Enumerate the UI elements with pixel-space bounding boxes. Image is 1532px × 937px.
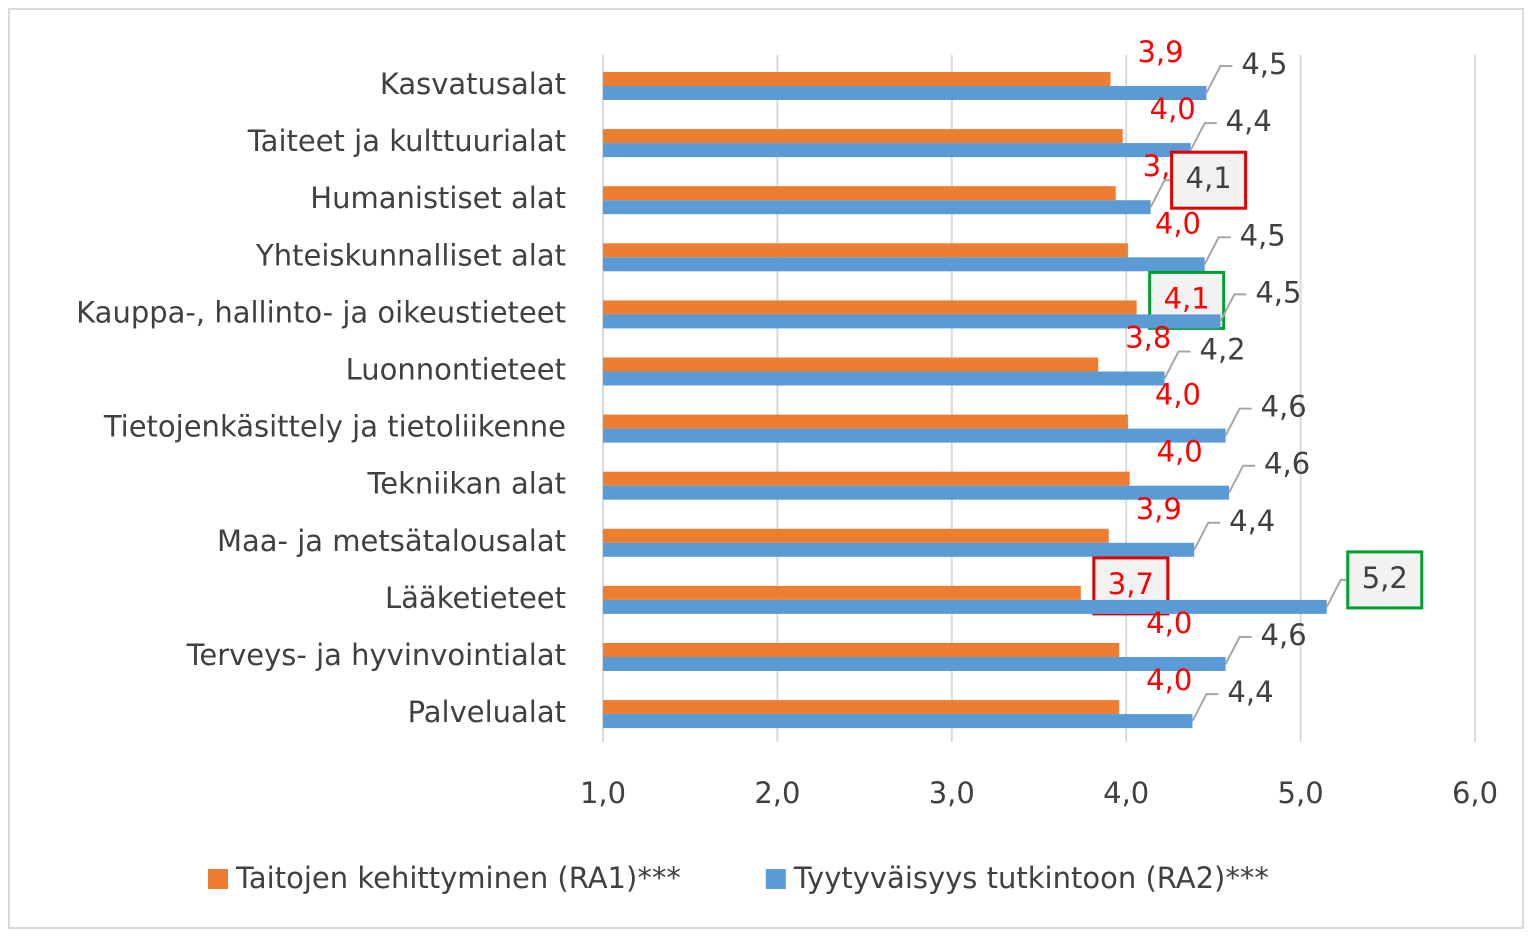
- bar: [603, 542, 1195, 557]
- data-label: 4,5: [1240, 218, 1286, 252]
- x-tick-label: 6,0: [1452, 776, 1498, 810]
- highlight-box: [1346, 550, 1424, 610]
- legend-swatch: [765, 869, 786, 889]
- y-tick-label: Humanistiset alat: [310, 181, 566, 215]
- leader-line: [1163, 350, 1191, 379]
- data-label: 4,1: [1186, 161, 1232, 195]
- bar: [603, 599, 1327, 614]
- y-tick-label: Tietojenkäsittely ja tietoliikenne: [103, 410, 566, 444]
- y-tick-label: Kasvatusalat: [380, 67, 566, 101]
- legend-swatch: [208, 869, 228, 889]
- data-label: 4,1: [1164, 281, 1210, 315]
- y-tick-label: Yhteiskunnalliset alat: [255, 238, 566, 272]
- data-label: 3,8: [1125, 321, 1171, 355]
- bar: [603, 371, 1165, 386]
- data-label: 3,9: [1137, 35, 1183, 69]
- data-label: 4,6: [1261, 618, 1307, 652]
- bar: [603, 72, 1111, 86]
- legend-label: Tyytyväisyys tutkintoon (RA2)***: [793, 861, 1269, 895]
- data-label: 3,9: [1136, 492, 1182, 526]
- bar: [603, 485, 1230, 500]
- bar: [603, 528, 1109, 543]
- bar: [603, 86, 1207, 100]
- data-label: 4,0: [1146, 663, 1192, 697]
- data-label: 4,0: [1155, 206, 1201, 240]
- bar: [603, 643, 1120, 657]
- leader-line: [1193, 521, 1221, 551]
- leader-line: [1228, 464, 1256, 494]
- y-tick-label: Tekniikan alat: [366, 467, 566, 501]
- y-tick-label: Maa- ja metsätalousalat: [217, 524, 566, 558]
- bar: [603, 200, 1151, 215]
- y-tick-label: Taiteet ja kulttuurialat: [247, 124, 566, 158]
- y-tick-label: Lääketieteet: [385, 581, 566, 615]
- bar: [603, 129, 1123, 144]
- leader-line: [1205, 65, 1233, 94]
- bar: [603, 700, 1120, 715]
- data-label: 4,0: [1146, 606, 1192, 640]
- y-tick-label: Luonnontieteet: [346, 353, 566, 387]
- leader-line: [1224, 636, 1252, 665]
- bar: [603, 186, 1116, 201]
- data-label: 4,4: [1229, 504, 1275, 538]
- bar: [603, 257, 1205, 272]
- legend-label: Taitojen kehittyminen (RA1)***: [235, 861, 681, 895]
- data-label: 4,6: [1261, 390, 1307, 424]
- x-tick-label: 2,0: [754, 776, 800, 810]
- data-label: 4,0: [1155, 378, 1201, 412]
- leader-line: [1203, 236, 1231, 265]
- bar: [603, 414, 1128, 429]
- data-label: 4,0: [1157, 435, 1203, 469]
- data-label: 5,2: [1362, 561, 1408, 595]
- data-label: 4,0: [1150, 92, 1196, 126]
- bar: [603, 314, 1221, 329]
- bar: [603, 471, 1130, 486]
- highlight-box: [1170, 150, 1248, 210]
- y-tick-label: Terveys- ja hyvinvointialat: [186, 638, 566, 672]
- bar: [603, 428, 1226, 443]
- x-tick-label: 5,0: [1278, 776, 1324, 810]
- data-label: 4,4: [1226, 104, 1272, 138]
- bar: [603, 300, 1137, 315]
- bar: [603, 143, 1191, 158]
- x-tick-label: 1,0: [580, 776, 626, 810]
- data-label: 4,4: [1227, 675, 1273, 709]
- bar: [603, 357, 1099, 372]
- y-tick-label: Kauppa-, hallinto- ja oikeustieteet: [76, 295, 566, 329]
- bar: [603, 585, 1081, 600]
- leader-line: [1219, 293, 1247, 322]
- data-label: 4,6: [1264, 447, 1310, 481]
- bar: [603, 243, 1128, 258]
- data-label: 4,5: [1255, 275, 1301, 309]
- data-label: 4,5: [1241, 47, 1287, 81]
- leader-line: [1191, 693, 1219, 722]
- x-tick-label: 4,0: [1103, 776, 1149, 810]
- bar: [603, 657, 1226, 671]
- bar: [603, 714, 1193, 729]
- y-tick-label: Palvelualat: [408, 695, 566, 729]
- x-tick-label: 3,0: [929, 776, 975, 810]
- leader-line: [1189, 122, 1217, 151]
- leader-line: [1224, 407, 1252, 437]
- data-label: 4,2: [1200, 333, 1246, 367]
- data-label: 3,7: [1108, 567, 1154, 601]
- chart-frame: [8, 8, 1524, 929]
